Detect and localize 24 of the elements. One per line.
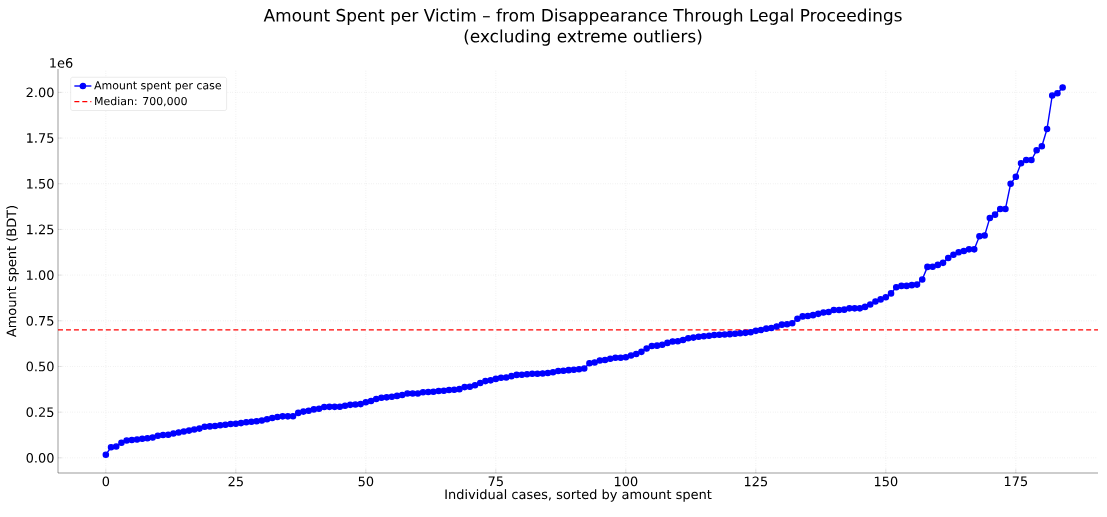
- x-tick-label: 0: [102, 476, 110, 487]
- y-tick-label: 0.25: [26, 407, 54, 418]
- x-tick-label: 75: [488, 476, 503, 487]
- x-tick-label: 100: [614, 476, 638, 487]
- y-tick-label: 0.50: [26, 361, 54, 372]
- legend-label: Median: 700,000: [95, 96, 187, 107]
- y-tick-label: 1.75: [27, 133, 54, 143]
- y-tick-label: 1.25: [27, 224, 54, 235]
- y-tick-label: 0.00: [26, 452, 54, 463]
- y-axis-title: Amount spent (BDT): [6, 206, 19, 338]
- text: 1e6: [50, 58, 73, 68]
- chart-title: Amount Spent per Victim – from Disappearance Through Legal Proceedings: [263, 8, 902, 25]
- y-tick-label: 2.00: [26, 87, 54, 98]
- x-tick-label: 50: [358, 476, 374, 487]
- x-tick-label: 150: [874, 476, 898, 487]
- y-tick-label: 0.75: [26, 315, 54, 326]
- x-tick-label: 175: [1004, 476, 1028, 487]
- chart-subtitle: (excluding extreme outliers): [464, 29, 702, 46]
- x-tick-label: 125: [744, 476, 768, 487]
- legend-label: Amount spent per case: [94, 81, 222, 92]
- x-tick-label: 25: [228, 476, 243, 487]
- y-tick-label: 1.00: [27, 270, 54, 281]
- y-tick-label: 1.50: [27, 178, 54, 189]
- x-axis-title: Individual cases, sorted by amount spent: [445, 489, 712, 502]
